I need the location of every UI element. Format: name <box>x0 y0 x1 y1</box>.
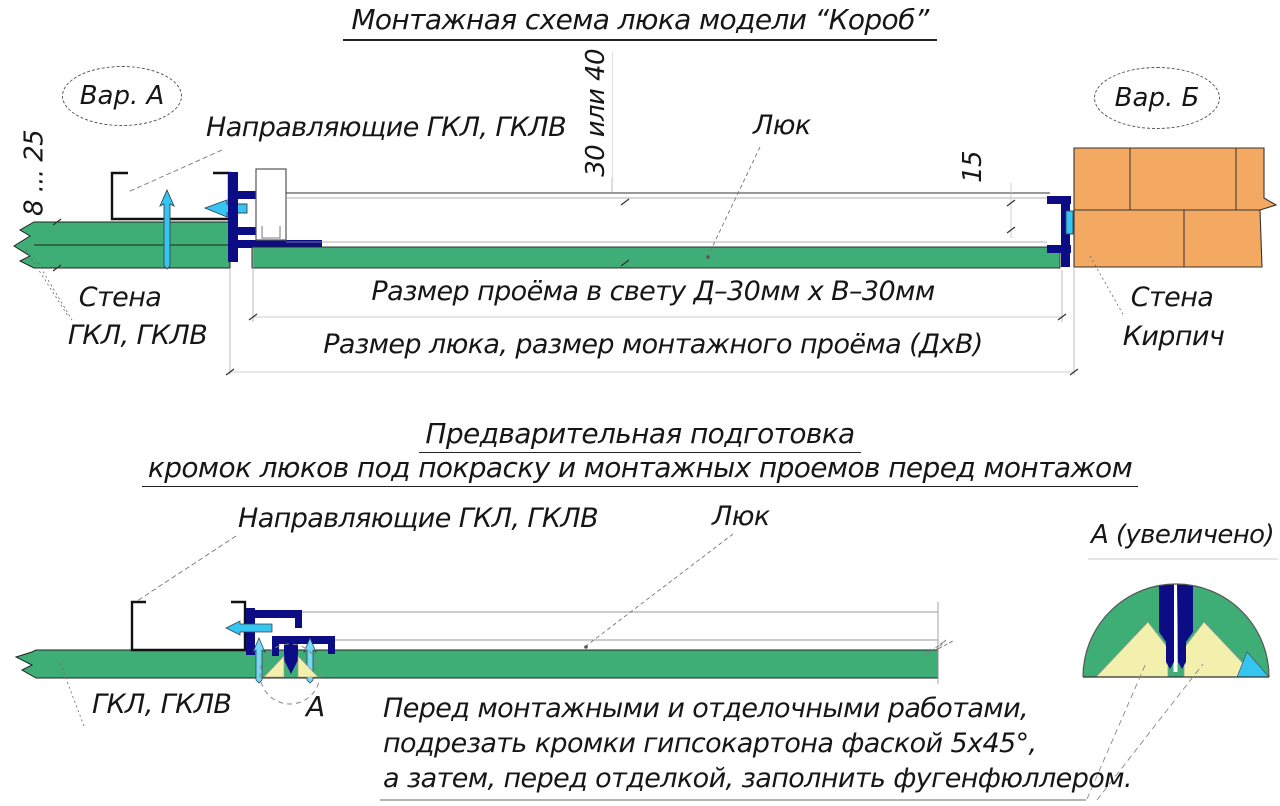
detail-leader-lines <box>1086 662 1204 801</box>
prep-note-line3: а затем, перед отделкой, заполнить фуген… <box>383 763 1133 794</box>
wall-gkl-label-line1: Стена <box>78 282 162 313</box>
bottom-diagram <box>14 533 1278 801</box>
gkl-label: ГКЛ, ГКЛВ <box>92 689 232 720</box>
chamfer-wedge-right <box>1183 621 1257 677</box>
detail-circle <box>259 643 321 705</box>
screw-vertical-top-icon <box>159 188 175 270</box>
prep-note: Перед монтажными и отделочными работами,… <box>383 691 1133 796</box>
hatch-frame-right <box>1047 196 1071 267</box>
prep-note-line2: подрезать кромки гипсокартона фаской 5х4… <box>383 728 1037 759</box>
wall-brick-label-line1: Стена <box>1130 282 1214 313</box>
guide-profile-bottom <box>130 600 247 652</box>
variant-b-bubble: Вар. Б <box>1094 67 1220 129</box>
guide-profile-top <box>110 171 231 221</box>
chamfer-filler <box>263 655 319 678</box>
inset-dim: 15 <box>958 151 989 183</box>
wall-gkl-label-line2: ГКЛ, ГКЛВ <box>67 320 208 351</box>
detail-view-title: А (увеличено) <box>1090 520 1275 550</box>
brick-wall <box>1073 147 1278 268</box>
screw-tip-wedge <box>1236 651 1269 677</box>
screw-vertical-left-icon <box>252 636 266 684</box>
wall-thickness-dim: 8 ... 25 <box>19 129 50 217</box>
prep-title-line1: Предварительная подготовка <box>290 417 990 453</box>
hatch-label-bottom: Люк <box>712 501 770 532</box>
leader-lines-bottom <box>59 533 734 727</box>
prep-note-line1: Перед монтажными и отделочными работами, <box>383 693 1029 724</box>
guides-label-bottom: Направляющие ГКЛ, ГКЛВ <box>238 503 599 534</box>
detail-marker-a: А <box>306 690 325 723</box>
screw-horizontal-bottom-icon <box>225 620 273 636</box>
variant-a-bubble: Вар. А <box>62 66 182 126</box>
depth-dim: 30 или 40 <box>581 47 612 178</box>
leader-lines-top <box>25 146 1125 321</box>
hatch-door-member <box>255 168 287 241</box>
gkl-wall-section <box>13 218 231 272</box>
hatch-door-body <box>251 192 1061 269</box>
detail-a-enlarged <box>1082 583 1270 801</box>
hatch-label-top: Люк <box>753 110 811 141</box>
gkl-panel <box>14 649 939 679</box>
guides-label-top: Направляющие ГКЛ, ГКЛВ <box>206 112 567 143</box>
opening-size-dim: Размер проёма в свету Д–30мм х В–30мм <box>371 276 935 307</box>
prep-title-line2: кромок люков под покраску и монтажных пр… <box>90 451 1190 487</box>
dimension-lines-top <box>225 52 1079 376</box>
top-diagram <box>13 52 1278 376</box>
wall-brick-label-line2: Кирпич <box>1122 321 1225 352</box>
page-title: Монтажная схема люка модели “Короб” <box>310 3 970 41</box>
hatch-size-dim: Размер люка, размер монтажного проёма (Д… <box>323 329 983 360</box>
frame-pin-left <box>1159 584 1174 669</box>
frame-pin-right <box>1177 584 1193 669</box>
hatch-frame-left <box>228 172 322 262</box>
hatch-body-lines <box>302 602 954 684</box>
